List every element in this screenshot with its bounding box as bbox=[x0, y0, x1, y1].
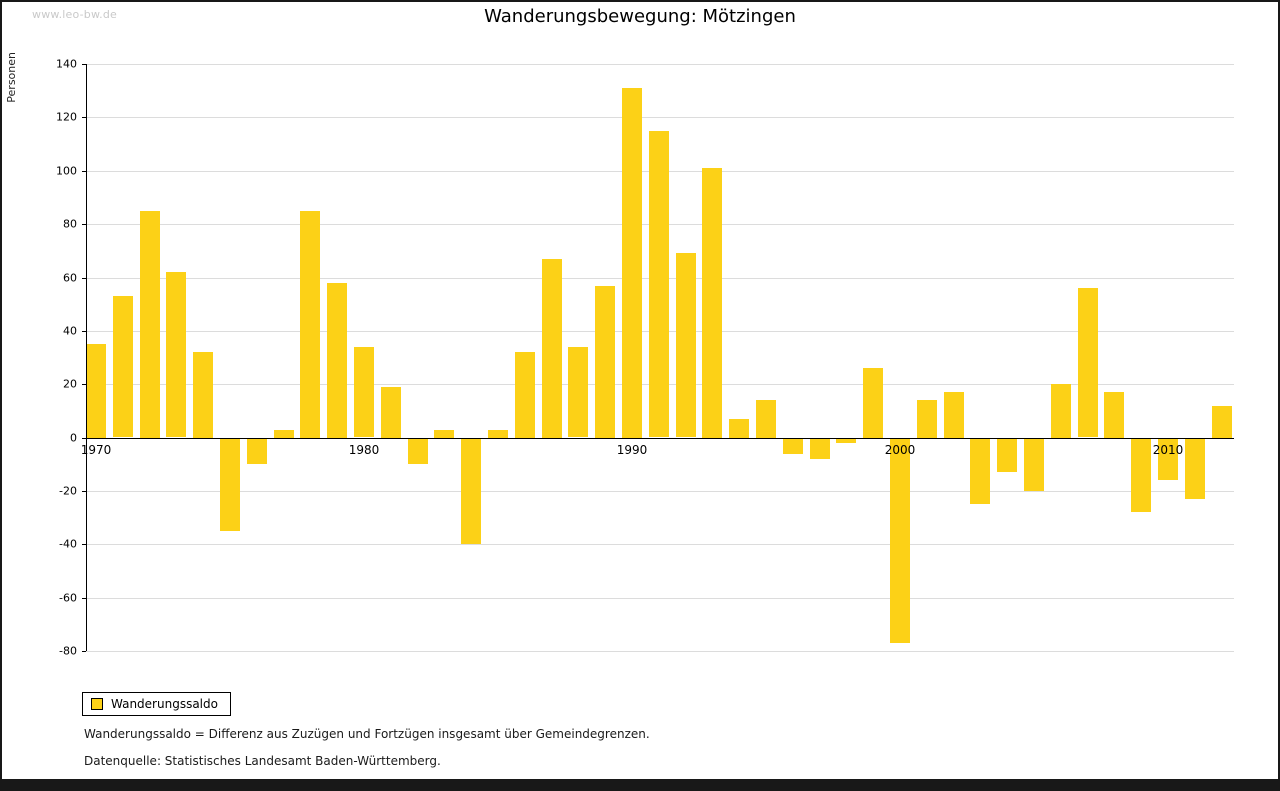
y-axis-line bbox=[86, 64, 87, 651]
y-tick-mark bbox=[82, 170, 86, 172]
chart-title: Wanderungsbewegung: Mötzingen bbox=[484, 6, 796, 27]
bar-1979 bbox=[327, 282, 348, 438]
gridline bbox=[86, 544, 1234, 546]
bar-1995 bbox=[756, 400, 776, 438]
y-tick-label: 100 bbox=[56, 164, 77, 178]
x-tick-label: 1980 bbox=[348, 442, 380, 457]
bar-1992 bbox=[675, 253, 696, 438]
watermark: www.leo-bw.de bbox=[32, 8, 118, 21]
bar-2012 bbox=[1211, 405, 1232, 438]
bar-1974 bbox=[193, 352, 214, 438]
footnote-source: Datenquelle: Statistisches Landesamt Bad… bbox=[84, 754, 441, 768]
bar-1990 bbox=[622, 88, 642, 438]
y-tick-mark bbox=[82, 64, 86, 65]
bar-2010 bbox=[1158, 437, 1178, 481]
y-tick-mark bbox=[82, 437, 86, 439]
y-tick-label: -40 bbox=[59, 537, 77, 551]
footnote-definition: Wanderungssaldo = Differenz aus Zuzügen … bbox=[84, 727, 650, 741]
y-tick-label: 80 bbox=[63, 217, 77, 231]
bar-1983 bbox=[434, 429, 455, 438]
y-tick-label: -60 bbox=[59, 591, 77, 605]
x-axis-zero-line bbox=[86, 437, 1234, 439]
legend-label: Wanderungssaldo bbox=[111, 697, 218, 711]
bar-1972 bbox=[139, 210, 160, 438]
bar-2007 bbox=[1077, 288, 1098, 438]
bar-1971 bbox=[112, 296, 133, 438]
legend: Wanderungssaldo bbox=[82, 692, 231, 716]
y-axis-label: Personen bbox=[5, 52, 18, 103]
bar-2006 bbox=[1050, 384, 1071, 438]
bar-2004 bbox=[997, 437, 1018, 473]
bar-1997 bbox=[809, 437, 830, 459]
bar-2001 bbox=[916, 400, 937, 438]
y-tick-label: -20 bbox=[59, 484, 77, 498]
bar-1975 bbox=[220, 437, 240, 531]
bar-1973 bbox=[166, 272, 187, 438]
y-tick-mark bbox=[82, 117, 86, 119]
y-tick-label: 0 bbox=[70, 431, 77, 444]
y-tick-mark bbox=[82, 597, 86, 599]
bar-2003 bbox=[970, 437, 991, 505]
bar-1984 bbox=[461, 437, 482, 545]
bar-1970 bbox=[86, 344, 106, 438]
plot-area: 140 120 100 80 60 40 20 0 -20 -40 -60 -80 1970 1980 19… bbox=[56, 58, 1234, 658]
bar-1989 bbox=[595, 285, 616, 438]
bar-1981 bbox=[380, 386, 401, 438]
bar-1987 bbox=[541, 258, 562, 438]
y-tick-mark bbox=[82, 224, 86, 226]
y-tick-label: 60 bbox=[63, 271, 77, 284]
bar-2008 bbox=[1104, 392, 1125, 438]
bar-1986 bbox=[514, 352, 535, 438]
bar-1993 bbox=[702, 168, 723, 438]
y-tick-mark bbox=[82, 490, 86, 492]
bar-2011 bbox=[1184, 437, 1205, 499]
gridline bbox=[86, 597, 1234, 599]
x-tick-label: 2000 bbox=[884, 442, 916, 457]
bar-1996 bbox=[782, 437, 803, 454]
bar-1988 bbox=[568, 346, 589, 438]
bar-1980 bbox=[354, 346, 374, 438]
bar-1998 bbox=[836, 437, 857, 443]
bar-2009 bbox=[1131, 437, 1152, 513]
bar-1994 bbox=[729, 418, 750, 438]
y-tick-mark bbox=[82, 384, 86, 386]
bar-2002 bbox=[943, 392, 964, 438]
y-tick-label: 140 bbox=[56, 57, 77, 71]
gridline bbox=[86, 651, 1234, 652]
x-tick-label: 1970 bbox=[80, 442, 112, 457]
y-tick-label: 20 bbox=[63, 377, 77, 391]
bar-1978 bbox=[300, 210, 321, 438]
gridline bbox=[86, 490, 1234, 492]
gridline bbox=[86, 64, 1234, 65]
y-tick-mark bbox=[82, 544, 86, 546]
y-tick-mark bbox=[82, 330, 86, 332]
y-tick-label: 120 bbox=[56, 110, 77, 124]
bar-2000 bbox=[890, 437, 910, 643]
bar-2005 bbox=[1024, 437, 1044, 491]
y-tick-mark bbox=[82, 651, 86, 652]
bar-1991 bbox=[648, 130, 669, 438]
y-tick-label: 40 bbox=[63, 324, 77, 338]
x-tick-label: 1990 bbox=[616, 442, 648, 457]
gridline bbox=[86, 117, 1234, 119]
bar-1976 bbox=[246, 437, 267, 465]
bar-1999 bbox=[863, 368, 884, 438]
y-tick-label: -80 bbox=[59, 644, 77, 658]
bar-1985 bbox=[488, 429, 508, 438]
bar-1982 bbox=[407, 437, 428, 465]
legend-swatch-icon bbox=[91, 698, 103, 710]
y-tick-mark bbox=[82, 277, 86, 279]
x-tick-label: 2010 bbox=[1152, 442, 1184, 457]
bar-1977 bbox=[273, 429, 294, 438]
